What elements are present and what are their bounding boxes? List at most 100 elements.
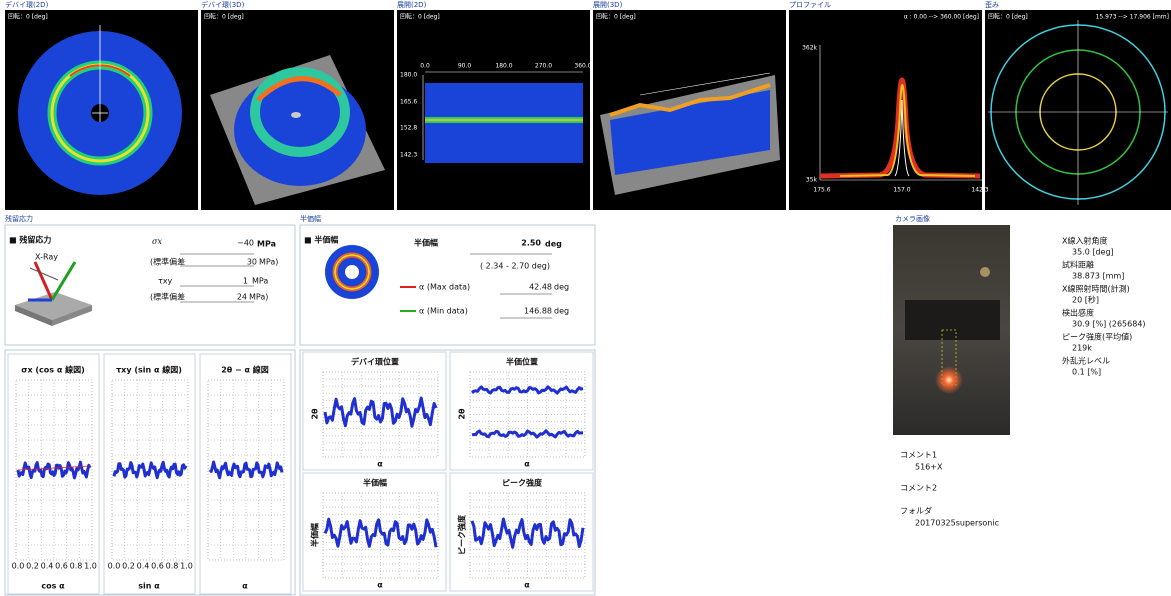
info-label: 試料距離	[1062, 260, 1094, 270]
y-tick-label: 362k	[802, 45, 817, 52]
rotation: 回転：0 [deg]	[8, 13, 48, 21]
info-label: ピーク強度(平均値)	[1062, 332, 1132, 342]
hw-range: ( 2.34 - 2.70 deg)	[480, 262, 550, 271]
sigma-unit: MPa	[257, 240, 276, 249]
panel-title: デバイ環(2D)	[5, 0, 49, 9]
section-header: 半価幅	[300, 214, 321, 223]
plot-title: 半価幅	[363, 478, 387, 488]
x-tick-label: 0.0	[12, 562, 25, 571]
x-tick-label: 90.0	[458, 63, 472, 70]
std-label: (標準偏差	[150, 257, 185, 267]
comment-label: コメント1	[900, 451, 937, 460]
max-label: α (Max data)	[419, 283, 470, 292]
x-label: α	[377, 581, 383, 590]
plot-frame	[450, 352, 593, 470]
x-tick-label: 0.0	[108, 562, 121, 571]
tau-value: 1	[243, 277, 248, 286]
info-value: 219k	[1072, 344, 1092, 353]
y-label: 2θ	[458, 408, 467, 420]
plot-title: τxy (sin α 線図)	[116, 365, 182, 375]
comment-value: 20170325supersonic	[915, 519, 999, 528]
panel-title: 展開(2D)	[397, 1, 427, 9]
x-tick-label: 0.2	[26, 562, 39, 571]
section-title: ■ 残留応力	[9, 235, 51, 245]
x-tick-label: 360.0	[574, 63, 591, 70]
comment-value: 516+X	[915, 463, 943, 472]
info-value: 20 [秒]	[1072, 295, 1099, 305]
y-tick-label: 142.3	[400, 152, 417, 159]
x-tick-label: 157.0	[893, 187, 910, 194]
info-label: 検出感度	[1062, 308, 1094, 318]
x-label: α	[524, 581, 530, 590]
y-tick-label: 152.8	[400, 125, 417, 132]
plot-title: デバイ環位置	[351, 357, 399, 367]
tau-label: τxy	[158, 277, 173, 286]
unfold-2d	[423, 72, 583, 163]
x-tick-label: 0.0	[420, 63, 430, 70]
y-label: 2θ	[311, 408, 320, 420]
rotation: 回転：0 [deg]	[988, 13, 1028, 21]
x-tick-label: 1.0	[84, 562, 97, 571]
panel-title: プロファイル	[789, 1, 831, 9]
x-tick-label: 1.0	[180, 562, 193, 571]
x-tick-label: 0.4	[41, 562, 54, 571]
hw-value: 2.50	[521, 239, 541, 248]
comment-label: フォルダ	[900, 506, 932, 516]
info-value: 30.9 [%] (265684)	[1072, 320, 1146, 329]
sigma-label: σx	[152, 237, 162, 246]
sigma-value: −40	[237, 239, 254, 248]
x-label: α	[242, 582, 248, 591]
x-tick-label: 175.6	[813, 187, 830, 194]
y-tick-label: 165.6	[400, 99, 417, 106]
y-tick-label: 180.0	[400, 72, 417, 79]
std-value: 24	[237, 293, 247, 302]
min-value: 146.88	[524, 307, 552, 316]
std-label: (標準偏差	[150, 292, 185, 302]
x-label: α	[377, 460, 383, 469]
app-window: デバイ環(2D) 回転：0 [deg] デバイ環(3D) 回転：0 [deg] 展開(2…	[0, 0, 1171, 596]
info-value: 35.0 [deg]	[1072, 248, 1114, 257]
x-label: cos α	[41, 582, 65, 591]
tau-unit: MPa	[252, 277, 268, 286]
rotation: 回転：0 [deg]	[204, 13, 244, 21]
min-label: α (Min data)	[419, 307, 468, 316]
max-value: 42.48	[529, 283, 552, 292]
range: 15.973 --> 17.906 [mm]	[1096, 14, 1169, 21]
info-value: 0.1 [%]	[1072, 368, 1101, 377]
x-tick-label: 0.6	[151, 562, 164, 571]
x-tick-label: 142.3	[971, 187, 988, 194]
min-unit: deg	[554, 307, 569, 316]
panel-title: デバイ環(3D)	[201, 0, 245, 9]
x-tick-label: 0.8	[166, 562, 179, 571]
info-label: X線照射時間(計測)	[1062, 284, 1130, 294]
plot-title: 2θ − α 線図	[221, 365, 269, 375]
plot-title: 半価位置	[506, 357, 538, 367]
x-label: sin α	[138, 582, 160, 591]
y-label: ピーク強度	[457, 514, 467, 555]
rotation: 回転：0 [deg]	[596, 13, 636, 21]
comment-label: コメント2	[900, 484, 937, 493]
range: α : 0.00 --> 360.00 [deg]	[904, 14, 979, 21]
y-label: 半価幅	[310, 523, 320, 547]
x-tick-label: 180.0	[495, 63, 512, 70]
section-header: カメラ画像	[895, 214, 930, 223]
plot-frame	[450, 473, 593, 591]
x-label: α	[524, 460, 530, 469]
section-header: 残留応力	[5, 214, 33, 223]
x-tick-label: 270.0	[535, 63, 552, 70]
info-label: 外乱光レベル	[1062, 356, 1110, 366]
hw-unit: deg	[545, 240, 562, 249]
std-unit: MPa)	[259, 258, 278, 267]
panel-title: 展開(3D)	[593, 1, 623, 9]
camera-image	[893, 225, 1010, 435]
std-value: 30	[247, 258, 257, 267]
panel-title: 歪み	[985, 1, 999, 9]
section-title: ■ 半価幅	[304, 235, 338, 245]
rotation: 回転：0 [deg]	[400, 13, 440, 21]
xray-label: X-Ray	[35, 253, 58, 262]
info-value: 38.873 [mm]	[1072, 272, 1124, 281]
info-label: X線入射角度	[1062, 236, 1107, 246]
plot-title: σx (cos α 線図)	[21, 365, 85, 375]
x-tick-label: 0.4	[137, 562, 150, 571]
hw-label: 半価幅	[414, 238, 438, 248]
